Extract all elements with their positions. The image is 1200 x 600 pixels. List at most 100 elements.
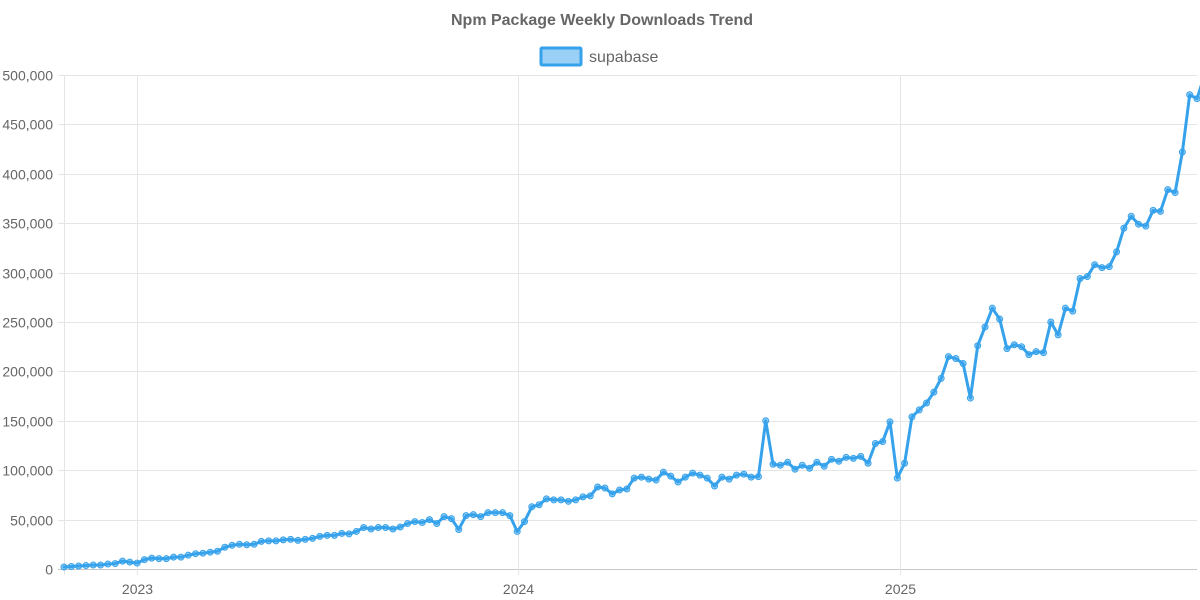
data-point[interactable] [784,458,792,466]
data-point[interactable] [374,524,382,531]
data-point[interactable] [177,553,185,561]
data-point[interactable] [206,548,214,556]
data-point[interactable] [1135,220,1143,228]
data-point[interactable] [126,558,134,566]
data-point[interactable] [1127,212,1135,220]
data-point[interactable] [725,475,733,483]
data-point[interactable] [608,490,616,498]
data-point[interactable] [572,496,580,504]
data-point[interactable] [681,473,689,481]
data-point[interactable] [352,527,360,535]
data-point[interactable] [594,483,602,491]
data-point[interactable] [338,529,346,537]
data-point[interactable] [689,469,697,477]
data-point[interactable] [148,554,156,562]
data-point[interactable] [1186,91,1194,99]
data-point[interactable] [111,560,119,568]
data-point[interactable] [133,559,141,567]
data-point[interactable] [1047,318,1055,326]
data-point[interactable] [1113,248,1121,256]
data-point[interactable] [923,399,931,407]
data-point[interactable] [272,537,280,545]
legend-swatch[interactable] [539,46,583,67]
data-point[interactable] [199,549,207,557]
data-point[interactable] [1091,261,1099,269]
data-point[interactable] [1156,207,1164,215]
data-point[interactable] [1061,304,1069,312]
data-point[interactable] [937,374,945,382]
data-point[interactable] [447,515,455,523]
data-point[interactable] [104,560,112,568]
data-point[interactable] [1193,95,1200,103]
data-point[interactable] [535,501,543,509]
data-point[interactable] [243,541,251,549]
data-point[interactable] [316,532,324,540]
data-point[interactable] [528,503,536,511]
data-point[interactable] [864,459,872,467]
data-point[interactable] [711,482,719,490]
data-point[interactable] [842,453,850,461]
data-point[interactable] [557,496,565,504]
data-point[interactable] [118,557,126,565]
data-point[interactable] [550,496,558,504]
data-point[interactable] [1083,273,1091,281]
data-point[interactable] [1025,351,1033,359]
data-point[interactable] [776,461,784,469]
data-point[interactable] [228,541,236,549]
data-point[interactable] [367,525,375,533]
data-point[interactable] [235,540,243,548]
data-point[interactable] [966,394,974,402]
data-point[interactable] [60,563,68,571]
data-point[interactable] [974,342,982,350]
data-point[interactable] [616,486,624,494]
data-point[interactable] [791,465,799,473]
data-point[interactable] [89,561,97,569]
data-point[interactable] [696,471,704,479]
data-point[interactable] [879,438,887,446]
data-point[interactable] [67,563,75,571]
data-point[interactable] [915,406,923,414]
data-point[interactable] [849,454,857,462]
data-point[interactable] [871,440,879,448]
data-point[interactable] [97,561,105,569]
data-point[interactable] [667,472,675,480]
data-point[interactable] [155,555,163,563]
data-point[interactable] [411,518,419,526]
data-point[interactable] [309,534,317,542]
data-point[interactable] [1098,264,1106,272]
data-point[interactable] [601,484,609,492]
data-point[interactable] [930,388,938,396]
data-point[interactable] [1076,275,1084,283]
data-point[interactable] [835,457,843,465]
data-point[interactable] [762,417,770,425]
data-point[interactable] [477,513,485,521]
data-point[interactable] [857,452,865,460]
data-point[interactable] [645,475,653,483]
data-point[interactable] [301,535,309,543]
data-point[interactable] [513,527,521,535]
data-point[interactable] [652,476,660,484]
data-point[interactable] [75,562,83,570]
data-point[interactable] [747,473,755,481]
data-point[interactable] [506,512,514,520]
data-point[interactable] [944,353,952,361]
data-point[interactable] [893,474,901,482]
data-point[interactable] [462,512,470,520]
data-point[interactable] [659,468,667,476]
data-point[interactable] [484,509,492,517]
data-point[interactable] [162,555,170,563]
data-point[interactable] [221,543,229,551]
data-point[interactable] [323,531,331,539]
data-point[interactable] [521,518,529,526]
data-point[interactable] [674,478,682,486]
data-point[interactable] [1010,341,1018,349]
data-point[interactable] [214,547,221,555]
data-point[interactable] [798,461,806,469]
data-point[interactable] [499,509,507,517]
data-point[interactable] [623,485,631,493]
data-point[interactable] [265,537,273,545]
data-point[interactable] [820,462,828,470]
data-point[interactable] [287,535,295,543]
data-point[interactable] [901,459,909,467]
data-point[interactable] [250,540,258,548]
